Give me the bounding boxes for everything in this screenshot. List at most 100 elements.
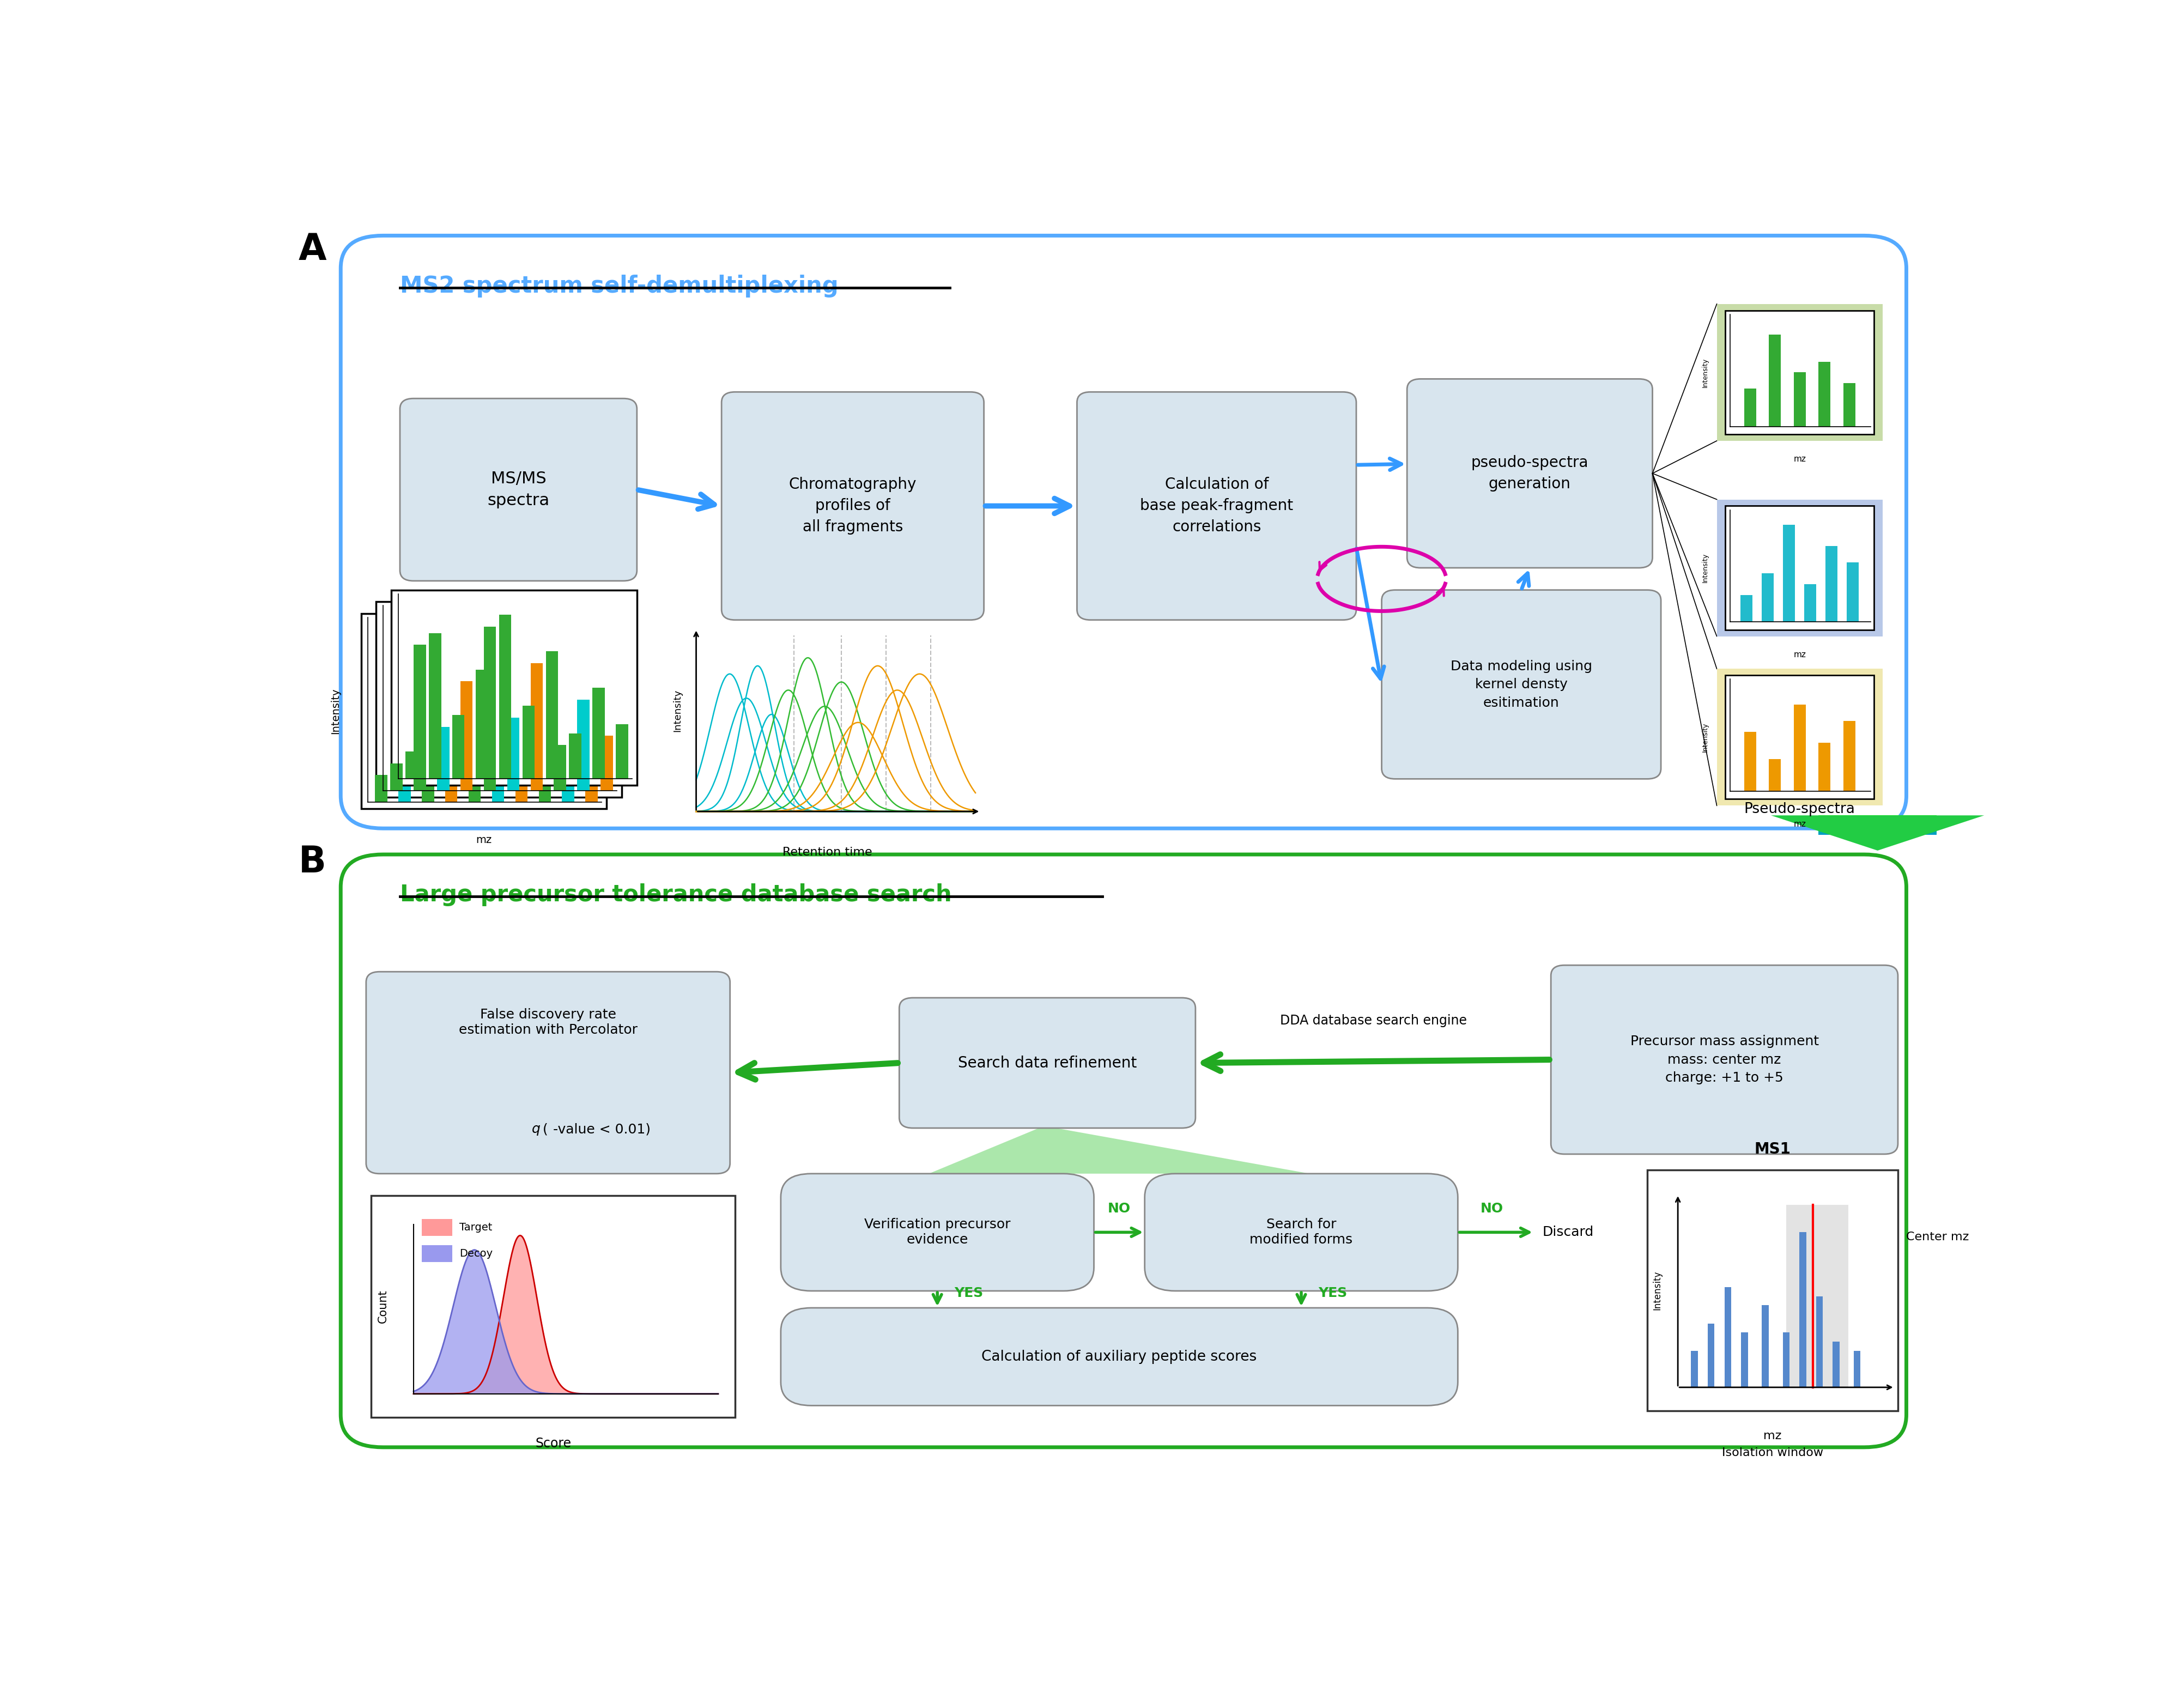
Text: Target: Target bbox=[459, 1222, 491, 1232]
Bar bbox=[546, 651, 557, 778]
FancyBboxPatch shape bbox=[670, 602, 983, 817]
FancyBboxPatch shape bbox=[1647, 1169, 1898, 1411]
Text: B: B bbox=[299, 844, 325, 880]
Text: Intensity: Intensity bbox=[673, 689, 681, 733]
FancyBboxPatch shape bbox=[341, 235, 1907, 829]
Text: Retention time: Retention time bbox=[782, 846, 871, 858]
Text: q: q bbox=[533, 1123, 539, 1135]
Bar bbox=[491, 729, 505, 802]
FancyBboxPatch shape bbox=[1144, 1174, 1459, 1291]
FancyBboxPatch shape bbox=[1725, 311, 1874, 435]
Text: mz: mz bbox=[1793, 455, 1806, 464]
Bar bbox=[601, 736, 614, 790]
Text: False discovery rate
estimation with Percolator: False discovery rate estimation with Per… bbox=[459, 1008, 638, 1036]
Bar bbox=[476, 670, 487, 778]
FancyBboxPatch shape bbox=[360, 614, 607, 809]
FancyBboxPatch shape bbox=[367, 971, 729, 1174]
Bar bbox=[592, 687, 605, 778]
Bar bbox=[1690, 1350, 1697, 1387]
Bar bbox=[585, 748, 598, 802]
Text: mz: mz bbox=[1762, 1430, 1782, 1442]
Bar bbox=[1848, 562, 1859, 623]
Bar bbox=[1854, 1350, 1861, 1387]
Bar bbox=[1819, 743, 1830, 792]
Text: Intensity: Intensity bbox=[330, 689, 341, 734]
Bar bbox=[461, 682, 472, 790]
Text: Search data refinement: Search data refinement bbox=[959, 1056, 1138, 1071]
Bar bbox=[522, 706, 535, 778]
Bar bbox=[1826, 547, 1837, 623]
Text: (: ( bbox=[544, 1123, 548, 1135]
Bar bbox=[406, 751, 417, 778]
Bar bbox=[1782, 1333, 1789, 1387]
Bar bbox=[1762, 1305, 1769, 1387]
Text: Calculation of auxiliary peptide scores: Calculation of auxiliary peptide scores bbox=[981, 1350, 1258, 1364]
FancyBboxPatch shape bbox=[1717, 499, 1883, 636]
Text: DDA database search engine: DDA database search engine bbox=[1280, 1014, 1468, 1027]
Text: NO: NO bbox=[1481, 1203, 1503, 1215]
Text: Verification precursor
evidence: Verification precursor evidence bbox=[865, 1218, 1011, 1247]
Text: Large precursor tolerance database search: Large precursor tolerance database searc… bbox=[400, 883, 952, 905]
Text: MS2 spectrum self-demultiplexing: MS2 spectrum self-demultiplexing bbox=[400, 274, 839, 298]
Bar bbox=[397, 656, 411, 802]
FancyBboxPatch shape bbox=[782, 1174, 1094, 1291]
Text: Center mz: Center mz bbox=[1907, 1232, 1970, 1242]
Text: MS1: MS1 bbox=[1754, 1142, 1791, 1157]
Bar bbox=[1745, 389, 1756, 426]
Bar bbox=[1741, 1333, 1747, 1387]
Bar bbox=[413, 645, 426, 790]
Bar bbox=[470, 638, 480, 802]
Bar bbox=[446, 694, 456, 802]
Text: mz: mz bbox=[1793, 650, 1806, 658]
Bar bbox=[452, 716, 465, 778]
Bar bbox=[555, 744, 566, 790]
Bar bbox=[1787, 1205, 1848, 1387]
Bar bbox=[1819, 362, 1830, 426]
FancyBboxPatch shape bbox=[900, 998, 1195, 1129]
Text: Decoy: Decoy bbox=[459, 1249, 494, 1259]
Bar bbox=[515, 675, 529, 802]
Text: mz: mz bbox=[476, 834, 491, 846]
Text: Isolation window: Isolation window bbox=[1721, 1447, 1824, 1459]
Text: pseudo-spectra
generation: pseudo-spectra generation bbox=[1472, 455, 1588, 492]
Text: Discard: Discard bbox=[1542, 1225, 1594, 1239]
Text: Precursor mass assignment
mass: center mz
charge: +1 to +5: Precursor mass assignment mass: center m… bbox=[1629, 1036, 1819, 1085]
Bar bbox=[1708, 1323, 1714, 1387]
Bar bbox=[1793, 706, 1806, 792]
Text: Score: Score bbox=[535, 1437, 572, 1450]
Text: Search for
modified forms: Search for modified forms bbox=[1249, 1218, 1352, 1247]
FancyBboxPatch shape bbox=[1551, 964, 1898, 1154]
Text: Chromatography
profiles of
all fragments: Chromatography profiles of all fragments bbox=[788, 477, 917, 535]
Text: Intensity: Intensity bbox=[1701, 357, 1708, 387]
Bar bbox=[391, 763, 402, 790]
Bar bbox=[1843, 721, 1856, 792]
FancyBboxPatch shape bbox=[721, 393, 983, 619]
FancyBboxPatch shape bbox=[391, 591, 638, 785]
Bar bbox=[561, 711, 574, 802]
Bar bbox=[1745, 733, 1756, 792]
FancyBboxPatch shape bbox=[341, 854, 1907, 1447]
Bar bbox=[428, 633, 441, 778]
Text: Data modeling using
kernel densty
esitimation: Data modeling using kernel densty esitim… bbox=[1450, 660, 1592, 709]
Text: mz: mz bbox=[1793, 821, 1806, 827]
FancyBboxPatch shape bbox=[1725, 675, 1874, 799]
Text: MS/MS
spectra: MS/MS spectra bbox=[487, 470, 550, 509]
Bar bbox=[570, 733, 581, 778]
Bar bbox=[422, 1218, 452, 1235]
Bar bbox=[531, 663, 544, 790]
FancyBboxPatch shape bbox=[376, 602, 622, 797]
Polygon shape bbox=[928, 1129, 1310, 1174]
Bar bbox=[1782, 525, 1795, 623]
Bar bbox=[616, 724, 629, 778]
Bar bbox=[507, 717, 520, 790]
Text: Count: Count bbox=[378, 1289, 389, 1323]
Bar bbox=[577, 699, 590, 790]
Bar bbox=[376, 775, 387, 802]
Bar bbox=[437, 728, 450, 790]
Text: YES: YES bbox=[954, 1286, 983, 1299]
Text: -value < 0.01): -value < 0.01) bbox=[553, 1123, 651, 1135]
Bar bbox=[1804, 584, 1817, 623]
Bar bbox=[498, 614, 511, 778]
FancyBboxPatch shape bbox=[1725, 506, 1874, 629]
Bar bbox=[1800, 1232, 1806, 1387]
